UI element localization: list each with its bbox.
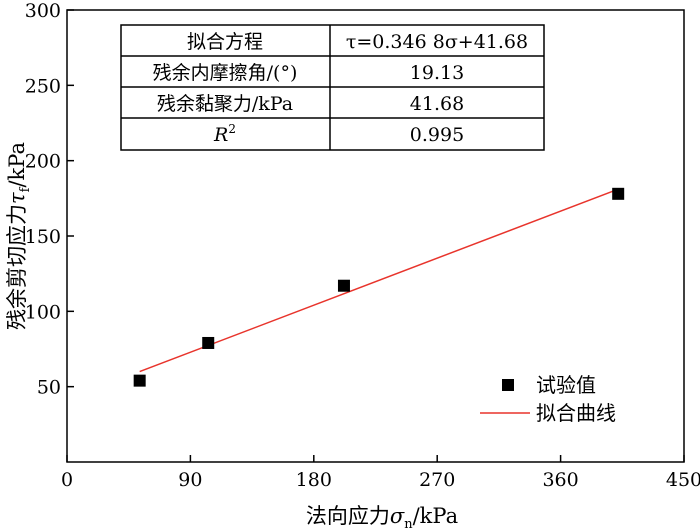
fit-table-label-equation: 拟合方程 <box>187 31 263 53</box>
y-axis-title: 残余剪切应力τf/kPa <box>5 142 33 330</box>
data-point <box>612 187 625 200</box>
y-tick-label: 50 <box>37 377 61 399</box>
x-tick-label: 180 <box>296 469 332 491</box>
y-tick-label: 200 <box>25 151 61 173</box>
fit-table-value-friction-angle: 19.13 <box>410 62 464 84</box>
data-point <box>202 336 215 349</box>
legend: 试验值 拟合曲线 <box>480 373 616 425</box>
legend-label-fit-curve: 拟合曲线 <box>536 401 616 425</box>
y-tick-label: 300 <box>25 0 61 22</box>
fit-line <box>139 188 619 373</box>
fit-table-label-cohesion: 残余黏聚力/kPa <box>157 93 293 115</box>
fit-table-value-cohesion: 41.68 <box>410 93 464 115</box>
x-tick-label: 450 <box>666 469 700 491</box>
x-tick-label: 360 <box>542 469 578 491</box>
data-point <box>337 279 350 292</box>
x-axis-title: 法向应力σn/kPa <box>306 504 458 530</box>
fit-table-label-friction-angle: 残余内摩擦角/(°) <box>153 62 298 84</box>
fit-table: 拟合方程 τ=0.346 8σ+41.68 残余内摩擦角/(°) 19.13 残… <box>120 24 545 151</box>
fit-table-value-r-squared: 0.995 <box>410 124 464 146</box>
x-tick-label: 270 <box>419 469 455 491</box>
legend-label-test-values: 试验值 <box>536 373 596 397</box>
y-tick-label: 150 <box>25 226 61 248</box>
x-tick-label: 90 <box>178 469 202 491</box>
fit-table-label-r-squared: R2 <box>213 122 236 146</box>
y-tick-label: 250 <box>25 75 61 97</box>
legend-marker-test-values <box>502 379 514 391</box>
data-point <box>133 374 146 387</box>
fit-table-value-equation: τ=0.346 8σ+41.68 <box>346 31 528 53</box>
y-tick-label: 100 <box>25 301 61 323</box>
x-tick-label: 0 <box>61 469 73 491</box>
